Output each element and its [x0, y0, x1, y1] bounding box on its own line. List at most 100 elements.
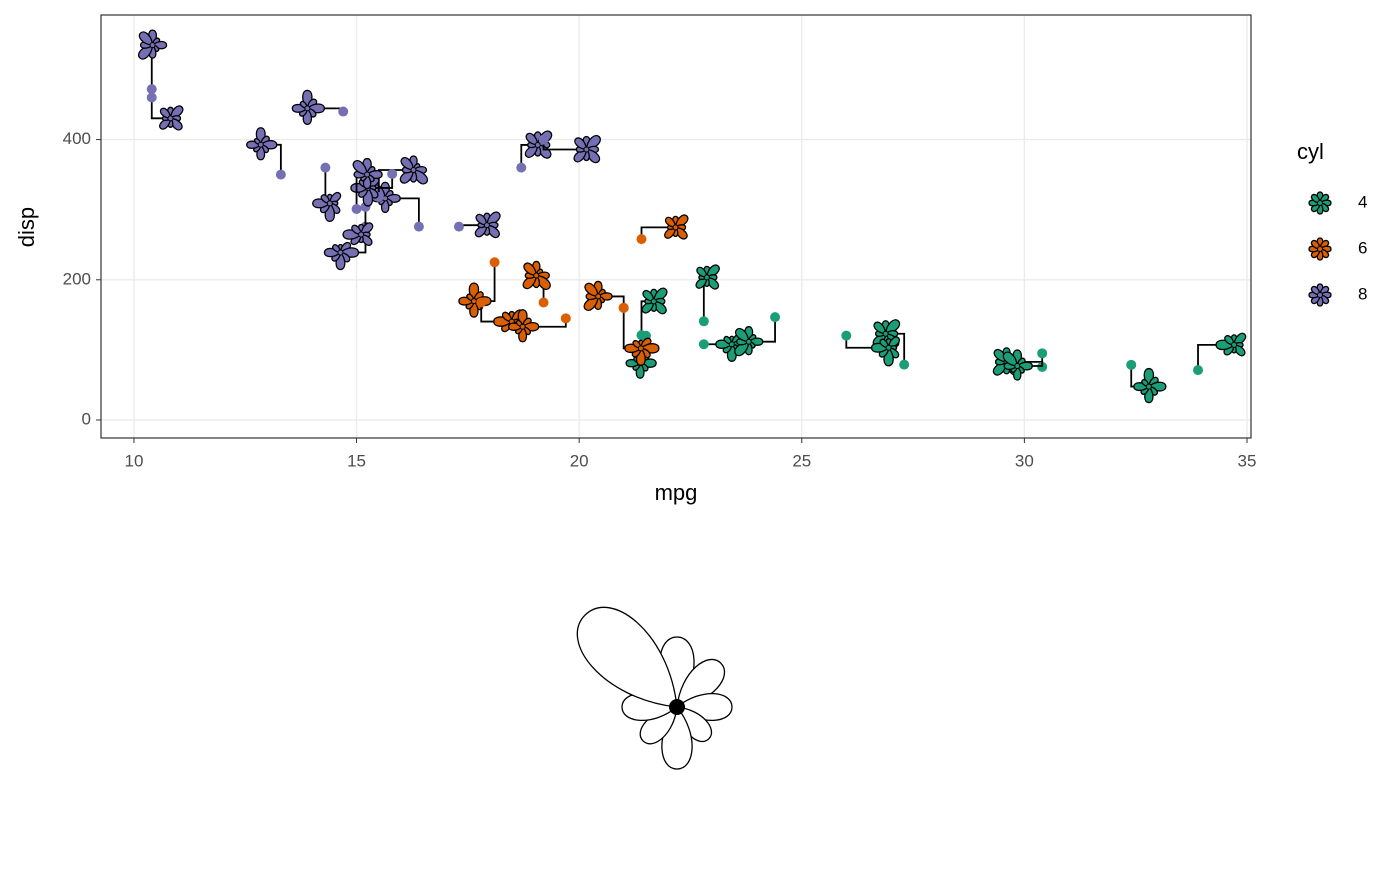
legend-key	[1308, 237, 1332, 261]
flower-glyph	[159, 105, 184, 131]
flower-glyph	[1002, 349, 1033, 381]
flower-glyph	[312, 191, 342, 222]
flower-glyph	[695, 264, 720, 290]
flower-center	[1317, 200, 1323, 206]
petal	[523, 262, 538, 277]
y-tick-label: 400	[63, 129, 91, 148]
flower-center	[882, 330, 889, 337]
petal	[1224, 335, 1235, 346]
flower-center	[337, 249, 344, 256]
x-tick-label: 25	[792, 451, 811, 470]
point	[320, 162, 331, 173]
legend-key	[1308, 191, 1332, 215]
flower-center	[533, 272, 540, 279]
point	[770, 312, 781, 323]
point	[146, 84, 157, 95]
legend-key	[1308, 283, 1332, 307]
point	[453, 221, 464, 232]
point	[698, 316, 709, 327]
point	[841, 330, 852, 341]
petal	[475, 213, 488, 226]
point	[338, 106, 349, 117]
x-tick-label: 35	[1238, 451, 1257, 470]
flower-glyph	[734, 326, 764, 357]
x-tick-label: 10	[124, 451, 143, 470]
point	[1037, 348, 1048, 359]
petal	[351, 224, 362, 236]
petal	[642, 289, 655, 303]
point	[899, 359, 910, 370]
flower-center	[483, 222, 490, 229]
flower-glyph	[573, 134, 601, 164]
legend: 4 6 8	[1308, 191, 1367, 307]
petal	[352, 160, 368, 176]
point	[387, 168, 398, 179]
flower-center	[595, 293, 602, 300]
petal	[664, 216, 677, 229]
point	[275, 169, 286, 180]
flower-center	[1014, 363, 1021, 370]
flower-glyph	[1215, 332, 1247, 357]
flower-center	[650, 298, 657, 305]
point	[636, 330, 647, 341]
legend-label: 6	[1358, 238, 1367, 257]
flower-glyph	[342, 222, 374, 246]
flower-glyph	[352, 157, 383, 190]
flower-center	[326, 200, 333, 207]
petal	[873, 321, 887, 335]
y-axis-title: disp	[14, 207, 39, 247]
key-center	[669, 699, 685, 715]
petal	[696, 266, 708, 279]
flower-glyph	[138, 29, 168, 60]
point	[538, 297, 549, 308]
flower-center	[149, 42, 156, 49]
flower-center	[167, 115, 174, 122]
petal	[574, 137, 588, 151]
petal	[584, 282, 599, 298]
flower-glyph	[323, 241, 360, 271]
petal	[138, 31, 154, 46]
panel-border	[100, 14, 1252, 439]
point	[698, 339, 709, 350]
flower-glyph	[624, 337, 660, 366]
petal	[501, 311, 513, 323]
x-tick-label: 20	[570, 451, 589, 470]
flower-glyph	[641, 287, 668, 315]
flower-glyph	[474, 211, 501, 239]
flower-center	[637, 345, 644, 352]
flower-center	[1145, 383, 1152, 390]
flower-glyph	[246, 127, 278, 161]
point	[560, 313, 571, 324]
flower-center	[519, 323, 526, 330]
flower-glyph	[524, 130, 553, 159]
petal	[400, 157, 415, 171]
flower-center	[470, 298, 477, 305]
flower-center	[257, 141, 264, 148]
flower-glyph	[522, 260, 551, 290]
flower-center	[1317, 246, 1323, 252]
point	[489, 257, 500, 268]
flower-glyph	[583, 280, 613, 311]
flower-center	[672, 224, 679, 231]
petal	[734, 327, 750, 343]
flower-center	[728, 341, 735, 348]
y-tick-label: 0	[82, 409, 91, 428]
flower-center	[1231, 341, 1238, 348]
flower-glyph	[291, 89, 325, 126]
flower-center	[534, 141, 541, 148]
legend-label: 8	[1358, 284, 1367, 303]
y-tick-label: 200	[63, 269, 91, 288]
flower-center	[703, 274, 710, 281]
flower-glyph	[399, 155, 428, 185]
petal	[1002, 351, 1018, 367]
petal	[159, 107, 172, 120]
marks	[138, 29, 1247, 404]
point	[516, 162, 527, 173]
point	[476, 297, 487, 308]
legend-title: cyl	[1297, 139, 1324, 164]
flower-center	[410, 166, 417, 173]
flower-center	[1317, 292, 1323, 298]
flower-glyph	[507, 309, 540, 343]
point	[538, 134, 549, 145]
